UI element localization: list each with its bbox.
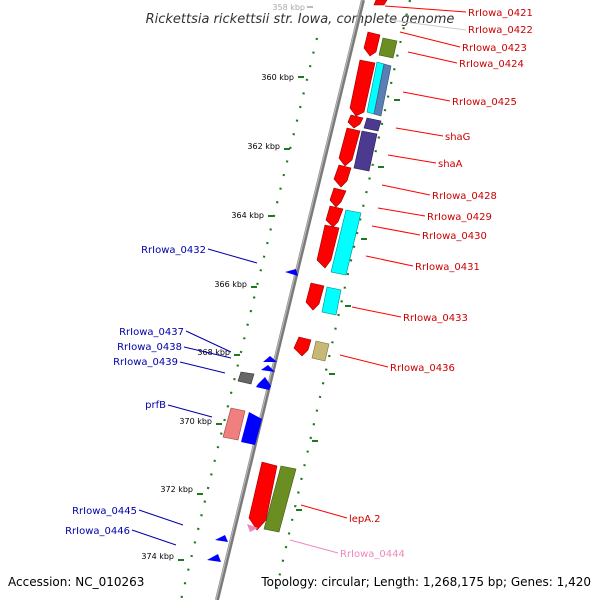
rna-feature[interactable]: [247, 524, 258, 532]
gene-label[interactable]: RrIowa_0429: [427, 212, 492, 223]
gene-label[interactable]: RrIowa_0428: [432, 191, 497, 202]
scale-ticks: 358 kbp 360 kbp 362 kbp 364 kbp 366 kbp …: [141, 3, 313, 561]
tick-label: 372 kbp: [160, 485, 193, 494]
outer-track-ticks: [296, 99, 400, 511]
gene-label[interactable]: RrIowa_0430: [422, 231, 487, 242]
tick-label: 362 kbp: [247, 142, 280, 151]
forward-genes: [247, 0, 388, 532]
genome-summary-text: Topology: circular; Length: 1,268,175 bp…: [260, 575, 591, 589]
reverse-label-connectors: [131, 248, 258, 546]
gene-label[interactable]: RrIowa_0446: [65, 526, 130, 537]
gene-label[interactable]: RrIowa_0432: [141, 245, 206, 256]
gene-feature[interactable]: [316, 224, 340, 269]
gene-label[interactable]: RrIowa_0424: [459, 59, 524, 70]
gene-label[interactable]: prfB: [145, 400, 166, 411]
gene-feature[interactable]: [329, 187, 347, 208]
gene-feature[interactable]: [256, 377, 271, 390]
tick-label: 366 kbp: [214, 280, 247, 289]
gene-feature[interactable]: [363, 117, 382, 132]
gene-feature[interactable]: [321, 286, 342, 316]
gene-label[interactable]: RrIowa_0437: [119, 327, 184, 338]
tick-label: 360 kbp: [261, 73, 294, 82]
gene-label[interactable]: RrIowa_0445: [72, 506, 137, 517]
gene-label[interactable]: shaA: [438, 159, 463, 170]
companion-genes: [263, 37, 398, 533]
gene-feature[interactable]: [311, 340, 330, 362]
gene-label[interactable]: RrIowa_0431: [415, 262, 480, 273]
gene-feature[interactable]: [293, 336, 312, 357]
gene-label[interactable]: RrIowa_0439: [113, 357, 178, 368]
reverse-gene-labels: RrIowa_0432 RrIowa_0437 RrIowa_0438 RrIo…: [65, 245, 206, 537]
tick-label: 374 kbp: [141, 552, 174, 561]
gene-label[interactable]: lepA.2: [349, 514, 380, 525]
gene-feature[interactable]: [215, 535, 228, 542]
tick-label: 364 kbp: [231, 211, 264, 220]
gene-feature[interactable]: [263, 465, 297, 533]
gene-feature[interactable]: [330, 209, 362, 276]
gene-label[interactable]: RrIowa_0436: [390, 363, 455, 374]
gene-label[interactable]: RrIowa_0421: [468, 8, 533, 19]
gene-feature[interactable]: [363, 31, 381, 57]
gene-label[interactable]: shaG: [445, 132, 470, 143]
inner-scale-track: [179, 37, 319, 600]
gene-feature[interactable]: [237, 371, 255, 385]
gene-label[interactable]: RrIowa_0444: [340, 549, 405, 560]
gene-label[interactable]: RrIowa_0425: [452, 97, 517, 108]
forward-label-connectors: [289, 5, 467, 554]
gene-feature[interactable]: [353, 130, 378, 172]
forward-gene-labels: RrIowa_0421 RrIowa_0422 RrIowa_0423 RrIo…: [340, 8, 533, 560]
tick-label: 358 kbp: [272, 3, 305, 12]
gene-feature[interactable]: [305, 282, 325, 311]
gene-feature[interactable]: [248, 461, 278, 531]
gene-feature[interactable]: [263, 356, 277, 362]
tick-label: 368 kbp: [197, 348, 230, 357]
gene-feature[interactable]: [349, 59, 376, 117]
gene-feature[interactable]: [261, 365, 275, 372]
reverse-genes: [207, 269, 298, 562]
accession-text: Accession: NC_010263: [8, 575, 144, 589]
tick-label: 370 kbp: [179, 417, 212, 426]
gene-feature[interactable]: [347, 114, 364, 129]
gene-feature[interactable]: [373, 0, 388, 6]
map-title: Rickettsia rickettsii str. Iowa, complet…: [146, 12, 455, 27]
gene-label[interactable]: RrIowa_0422: [468, 25, 533, 36]
gene-feature[interactable]: [338, 127, 361, 167]
gene-feature[interactable]: [373, 63, 392, 117]
genome-backbone: [215, 0, 365, 600]
gene-feature[interactable]: [207, 554, 221, 562]
gene-label[interactable]: RrIowa_0433: [403, 313, 468, 324]
gene-label[interactable]: RrIowa_0438: [117, 342, 182, 353]
gene-label[interactable]: RrIowa_0423: [462, 43, 527, 54]
gene-feature[interactable]: [325, 205, 344, 228]
gene-feature[interactable]: [333, 164, 352, 188]
gene-feature[interactable]: [378, 37, 398, 59]
gene-feature[interactable]: [222, 407, 246, 441]
gene-feature[interactable]: [241, 412, 262, 445]
genome-backbone-highlight: [215, 0, 363, 600]
gene-feature[interactable]: [285, 269, 298, 276]
